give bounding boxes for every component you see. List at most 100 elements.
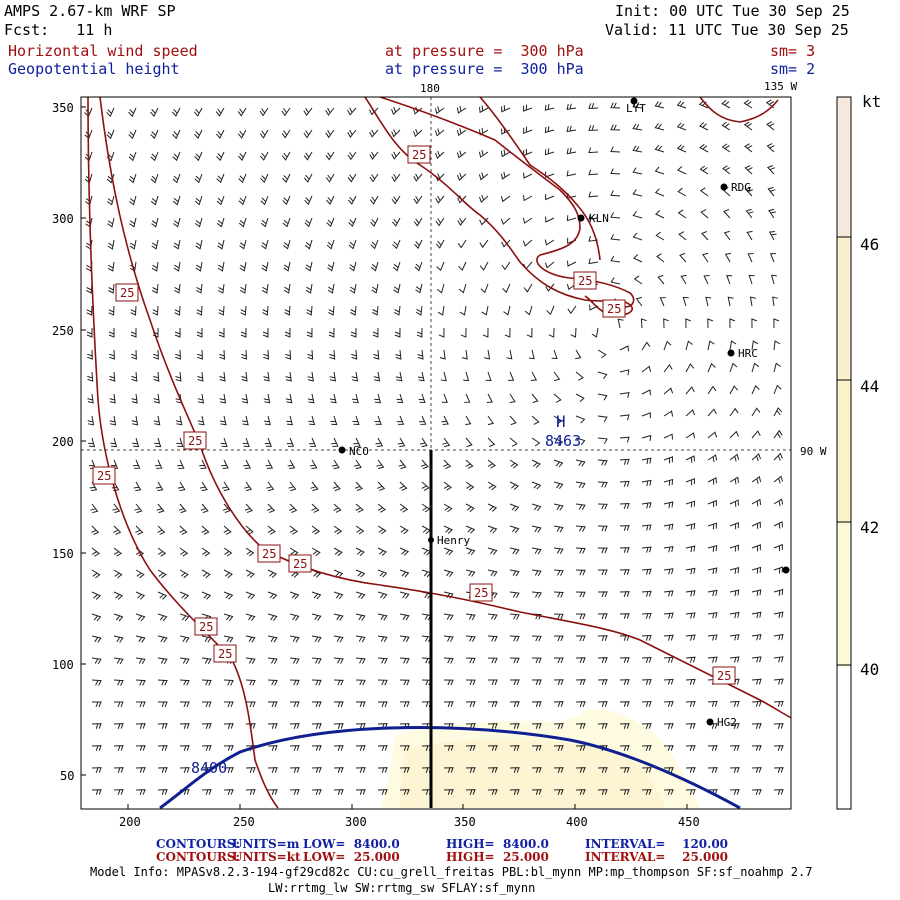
wind-barb [85,217,93,228]
wind-barb [245,789,256,795]
wind-barb [500,217,511,225]
station-rdg: RDG [720,181,751,194]
wind-barb [217,283,225,294]
wind-barb [545,216,555,223]
field1-level: at pressure = 300 hPa [385,42,584,60]
wind-barb [419,415,427,425]
wind-barb [531,745,542,751]
wind-barb [641,568,652,575]
wind-barb [113,657,124,665]
wind-barb [91,767,102,773]
wind-barb [531,679,542,686]
wind-barb [325,151,335,161]
wind-barb [303,151,313,161]
wind-barb [370,217,379,227]
wind-barb [545,194,555,201]
wind-barb [397,437,406,448]
wind-barb [413,173,423,182]
wind-barb [685,612,696,619]
wind-barb [663,612,674,619]
wind-barb [641,457,652,465]
wind-barb [619,569,630,575]
wind-barb [354,459,362,470]
wind-barb [267,569,277,578]
wind-barb [354,481,363,491]
wind-barb [151,261,159,272]
wind-barb [329,371,337,382]
svg-text:RDG: RDG [731,181,751,194]
wind-barb [773,340,781,351]
wind-barb [240,328,247,338]
wind-barb [663,523,674,531]
wind-barb [553,767,564,773]
wind-barb [465,415,472,426]
wind-barb [377,679,388,686]
wind-barb [610,190,621,197]
wind-barb [311,635,322,643]
wind-barb [610,277,621,285]
wind-barb [685,500,696,508]
wind-barb [262,327,269,338]
wind-barb [657,274,665,285]
wind-barb [443,547,454,556]
contour-label: 25 [469,583,493,602]
wind-barb [377,613,388,621]
wind-barb [245,657,256,665]
wind-barb [641,656,652,663]
wind-barb [723,230,731,241]
wind-barb [113,789,124,795]
svg-text:25: 25 [607,302,621,316]
wind-barb [157,723,168,729]
svg-text:25: 25 [293,557,307,571]
wind-barb [308,437,317,447]
wind-barb [196,328,203,338]
wind-barb [773,723,784,729]
wind-barb [91,679,102,686]
wind-barb [773,384,782,395]
wind-barb [421,525,431,535]
wind-barb [177,459,185,469]
wind-barb [773,498,784,507]
wind-barb [152,305,159,316]
wind-barb [685,678,696,685]
field1-title: Horizontal wind speed [8,42,198,60]
footer-contours-kt-low: LOW= 25.000 [303,850,400,864]
wind-barb [331,437,339,447]
wind-barb [135,525,144,535]
wind-barb [575,349,582,360]
wind-barb [201,745,212,751]
wind-barb [443,789,454,795]
wind-barb [502,283,511,294]
wind-barb [179,657,190,665]
wind-barb [566,125,577,133]
wind-barb [91,569,101,579]
wind-barb [303,129,313,139]
wind-barb [769,253,776,263]
wind-barb [773,566,784,574]
wind-barb [223,745,234,751]
wind-barb [531,767,542,773]
wind-barb [194,195,203,206]
wind-barb [245,613,256,622]
x-tick-label: 250 [233,815,255,829]
wind-barb [399,591,410,599]
wind-barb [89,481,98,492]
wind-barb [174,328,181,338]
wind-barb [91,591,102,600]
wind-barb [641,524,652,531]
wind-barb [773,588,784,596]
wind-barb [463,371,470,382]
wind-barb [135,657,146,665]
wind-barb [773,767,784,773]
wind-barb [443,525,453,534]
station-hrc: HRC [727,347,758,360]
wind-barb [707,700,718,707]
wind-barb [768,208,777,219]
wind-barb [197,349,203,360]
wind-barb [744,165,753,175]
wind-barb [598,569,608,576]
wind-barb [707,656,718,663]
wind-barb [726,275,733,285]
wind-barb [465,657,476,664]
wind-barb [135,723,146,729]
